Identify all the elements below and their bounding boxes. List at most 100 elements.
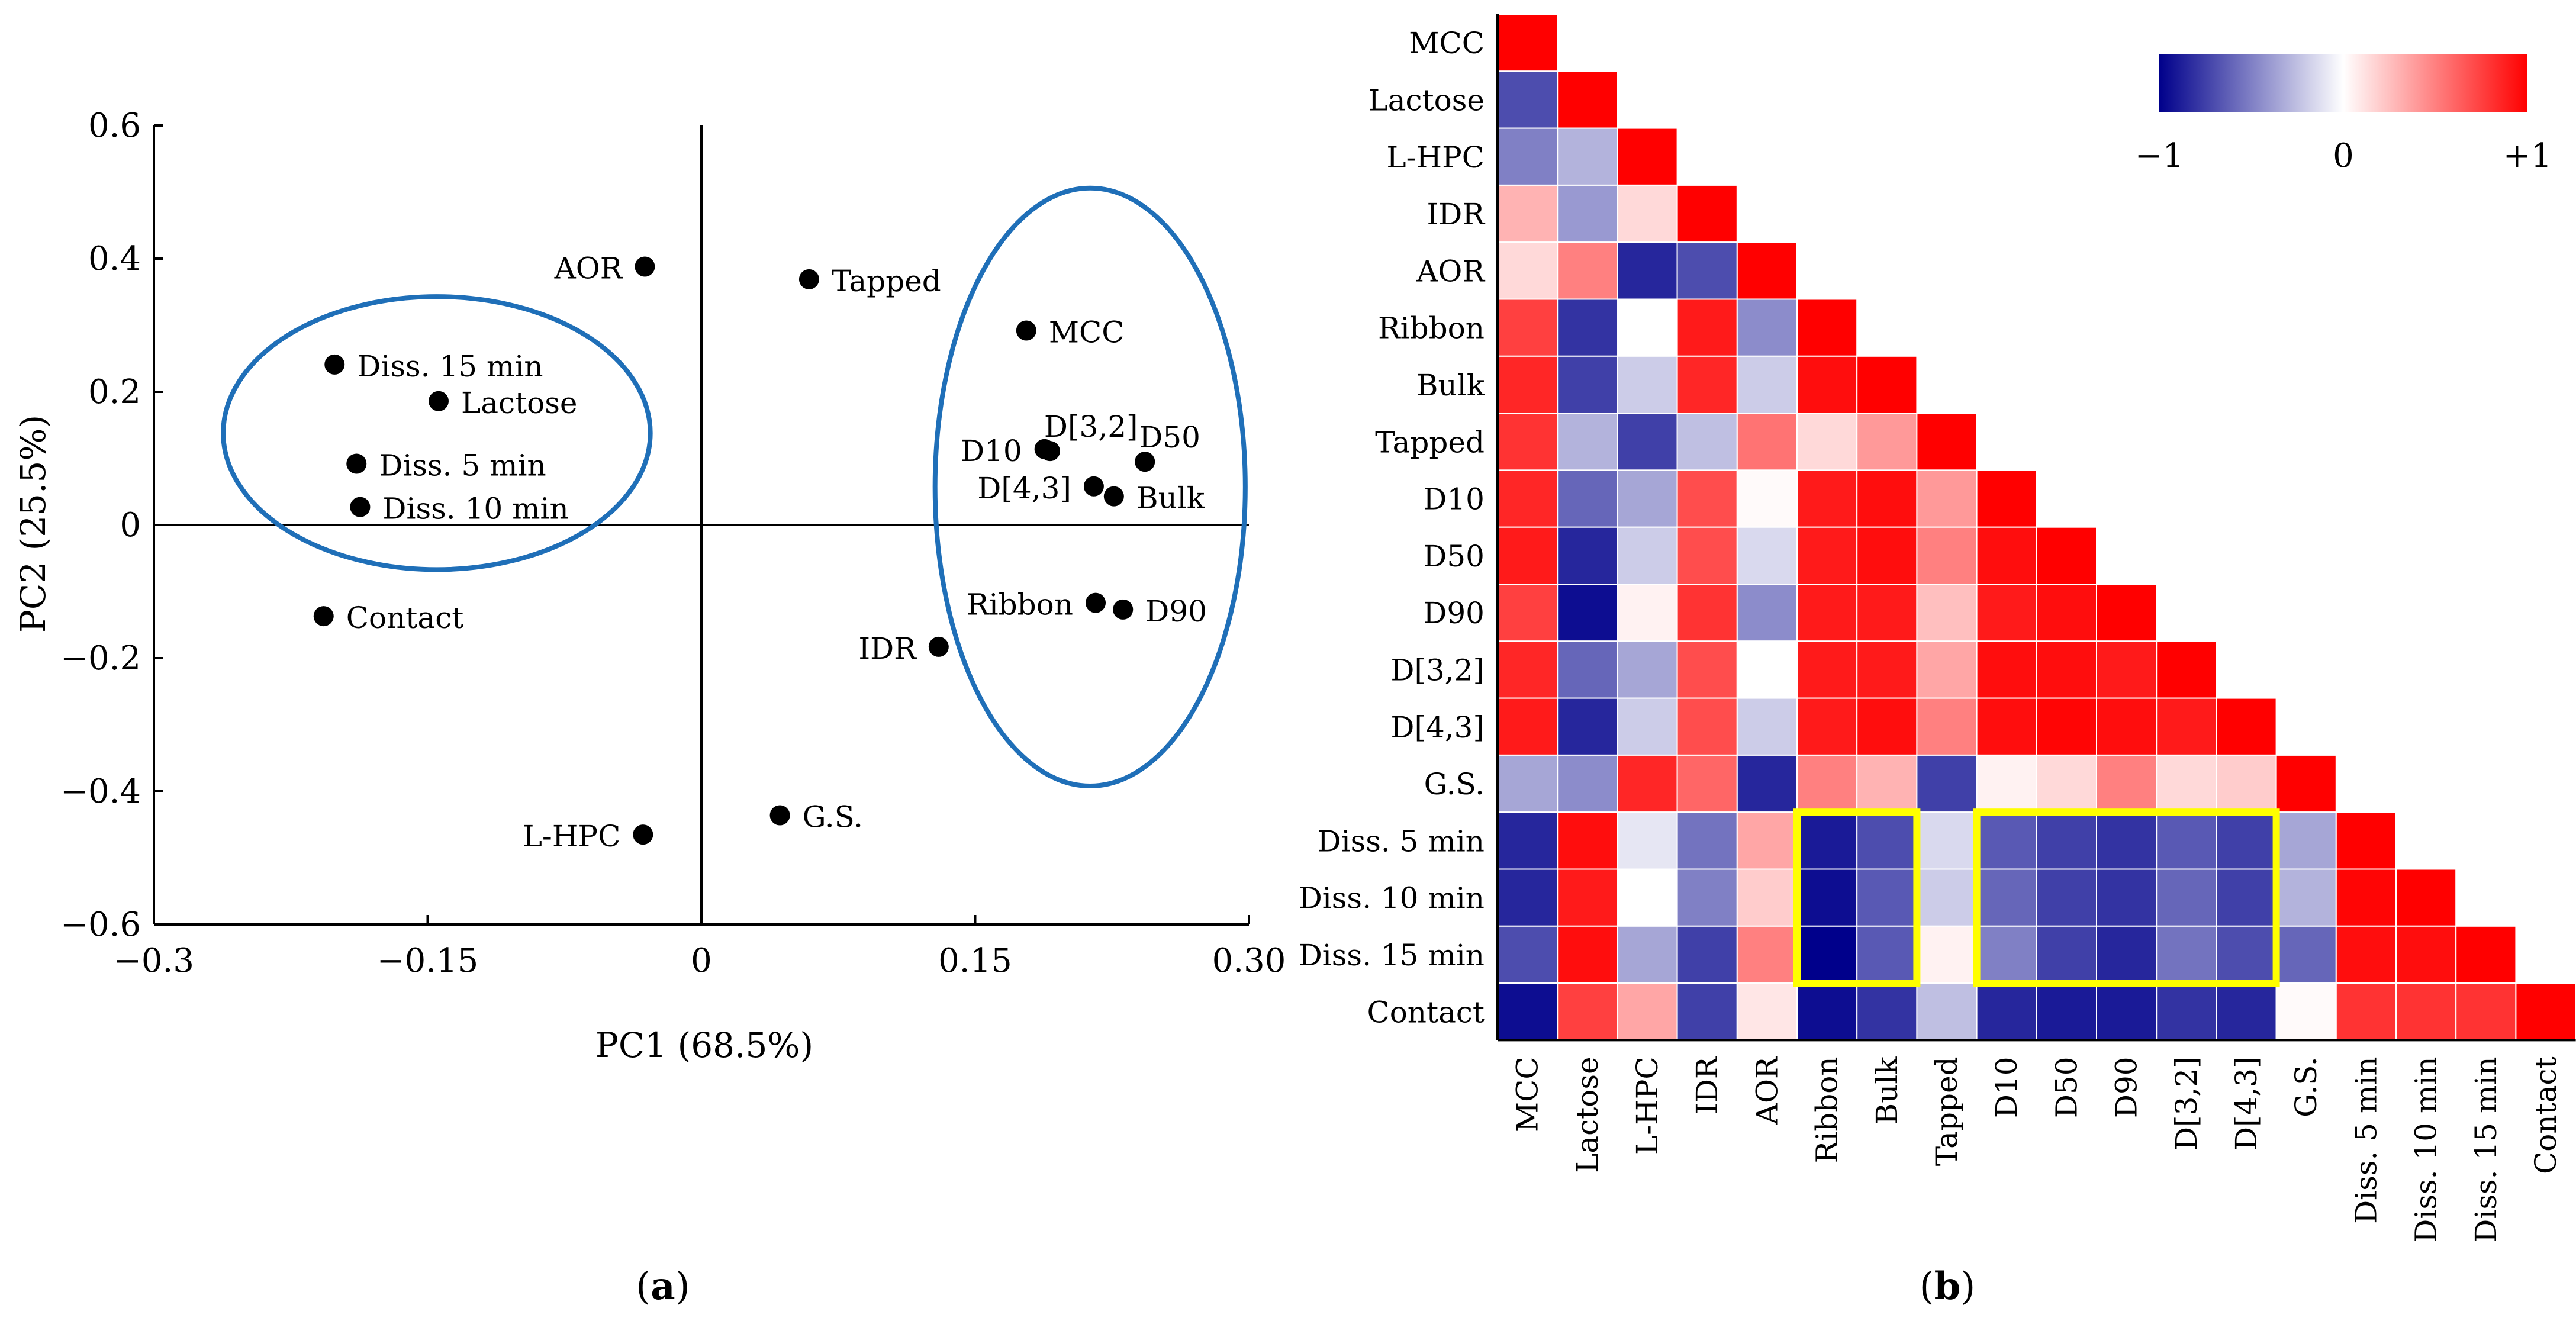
heatmap-cell: [2275, 982, 2337, 1041]
heatmap-cell: [1617, 982, 1678, 1041]
y-tick-label: −0.2: [60, 639, 141, 678]
heatmap-cell: [1736, 640, 1798, 699]
heatmap-cell: [1916, 982, 1978, 1041]
heatmap-cell: [2395, 868, 2457, 927]
heatmap-cell: [2156, 925, 2217, 984]
heatmap-cell: [2216, 982, 2277, 1041]
heatmap-cell: [1856, 754, 1918, 813]
highlight-box: [1793, 808, 1921, 987]
row-label: Tapped: [1375, 425, 1485, 459]
heatmap-cell: [2275, 868, 2337, 927]
heatmap-cell: [1796, 298, 1858, 357]
heatmap-cell: [2156, 697, 2217, 756]
row-label: Contact: [1367, 995, 1485, 1029]
heatmap-cell: [1557, 127, 1618, 186]
heatmap-cell: [1497, 184, 1559, 243]
heatmap-cell: [1557, 925, 1618, 984]
heatmap-cell: [1557, 640, 1618, 699]
column-label: MCC: [1511, 1056, 1545, 1132]
point-label: Lactose: [461, 386, 577, 420]
cluster-ellipse: [932, 185, 1248, 788]
heatmap-cell: [1676, 697, 1738, 756]
row-label: D[4,3]: [1390, 710, 1485, 745]
heatmap-cell: [1736, 584, 1798, 642]
heatmap-cell: [1676, 584, 1738, 642]
heatmap-cell: [1856, 526, 1918, 585]
point-label: Diss. 10 min: [382, 492, 568, 526]
heatmap-cell: [1916, 925, 1978, 984]
heatmap-cell: [1497, 469, 1559, 528]
heatmap-cell: [2455, 982, 2517, 1041]
point-label: Contact: [346, 601, 464, 635]
heatmap-cell: [1916, 640, 1978, 699]
column-label: D[3,2]: [2169, 1056, 2204, 1151]
panel-label-b-letter: b: [1934, 1264, 1961, 1309]
x-tick-label: 0.30: [1212, 942, 1286, 980]
heatmap-cell: [1617, 184, 1678, 243]
heatmap-cell: [2096, 925, 2158, 984]
heatmap-cell: [1736, 754, 1798, 813]
column-label: D90: [2110, 1056, 2144, 1118]
heatmap-cell: [2275, 925, 2337, 984]
heatmap-cell: [1916, 526, 1978, 585]
point-label: MCC: [1049, 315, 1125, 350]
heatmap-cell: [1676, 982, 1738, 1041]
colorbar-label-mid: 0: [2333, 137, 2354, 175]
x-tick-label: −0.15: [377, 942, 479, 980]
heatmap-cell: [2455, 925, 2517, 984]
heatmap-cell: [2096, 697, 2158, 756]
heatmap-cell: [1497, 241, 1559, 300]
heatmap-cell: [1557, 298, 1618, 357]
data-point: [798, 269, 819, 289]
column-label: Diss. 15 min: [2469, 1056, 2503, 1242]
heatmap-cell: [1916, 811, 1978, 870]
heatmap-cell: [1676, 184, 1738, 243]
column-label: IDR: [1690, 1056, 1724, 1114]
column-label: D10: [1989, 1056, 2024, 1118]
x-axis-label: PC1 (68.5%): [595, 1025, 813, 1065]
heatmap-cell: [1617, 811, 1678, 870]
heatmap-cell: [1557, 469, 1618, 528]
data-point: [350, 497, 371, 517]
heatmap-cell: [1676, 298, 1738, 357]
data-point: [1083, 476, 1104, 497]
x-tick-label: −0.3: [114, 942, 194, 980]
heatmap-cell: [1557, 811, 1618, 870]
heatmap-cell: [1617, 697, 1678, 756]
heatmap-cell: [1976, 584, 2037, 642]
column-label: G.S.: [2289, 1056, 2323, 1117]
point-label: D10: [961, 434, 1022, 468]
highlight-box: [1973, 808, 2280, 987]
heatmap-cell: [2156, 982, 2217, 1041]
data-point: [769, 805, 790, 826]
heatmap-cell: [1976, 526, 2037, 585]
column-label: Diss. 5 min: [2349, 1056, 2383, 1223]
heatmap-cell: [2156, 868, 2217, 927]
data-point: [324, 354, 345, 375]
column-label: Diss. 10 min: [2409, 1056, 2443, 1242]
heatmap-cell: [2335, 982, 2397, 1041]
heatmap-cell: [1916, 754, 1978, 813]
heatmap-cell: [1856, 584, 1918, 642]
panel-label-a-letter: a: [651, 1264, 675, 1309]
color-bar: [2159, 54, 2527, 112]
heatmap-cell: [1736, 355, 1798, 414]
point-label: D[4,3]: [977, 471, 1071, 505]
heatmap-cell: [1676, 526, 1738, 585]
heatmap-cell: [1916, 413, 1978, 471]
heatmap-cell: [1976, 925, 2037, 984]
heatmap-cell: [1736, 811, 1798, 870]
column-label: Tapped: [1930, 1056, 1964, 1166]
point-label: Diss. 15 min: [357, 349, 543, 384]
heatmap-cell: [2335, 811, 2397, 870]
row-label: Diss. 15 min: [1299, 938, 1485, 972]
cluster-ellipses: [221, 185, 1248, 788]
panel-label-a: (a): [636, 1264, 690, 1309]
heatmap-cell: [2216, 925, 2277, 984]
heatmap-cell: [1617, 127, 1678, 186]
heatmap-cell: [1796, 640, 1858, 699]
heatmap-cell: [1557, 184, 1618, 243]
heatmap-cell: [1736, 868, 1798, 927]
heatmap-cell: [1676, 241, 1738, 300]
